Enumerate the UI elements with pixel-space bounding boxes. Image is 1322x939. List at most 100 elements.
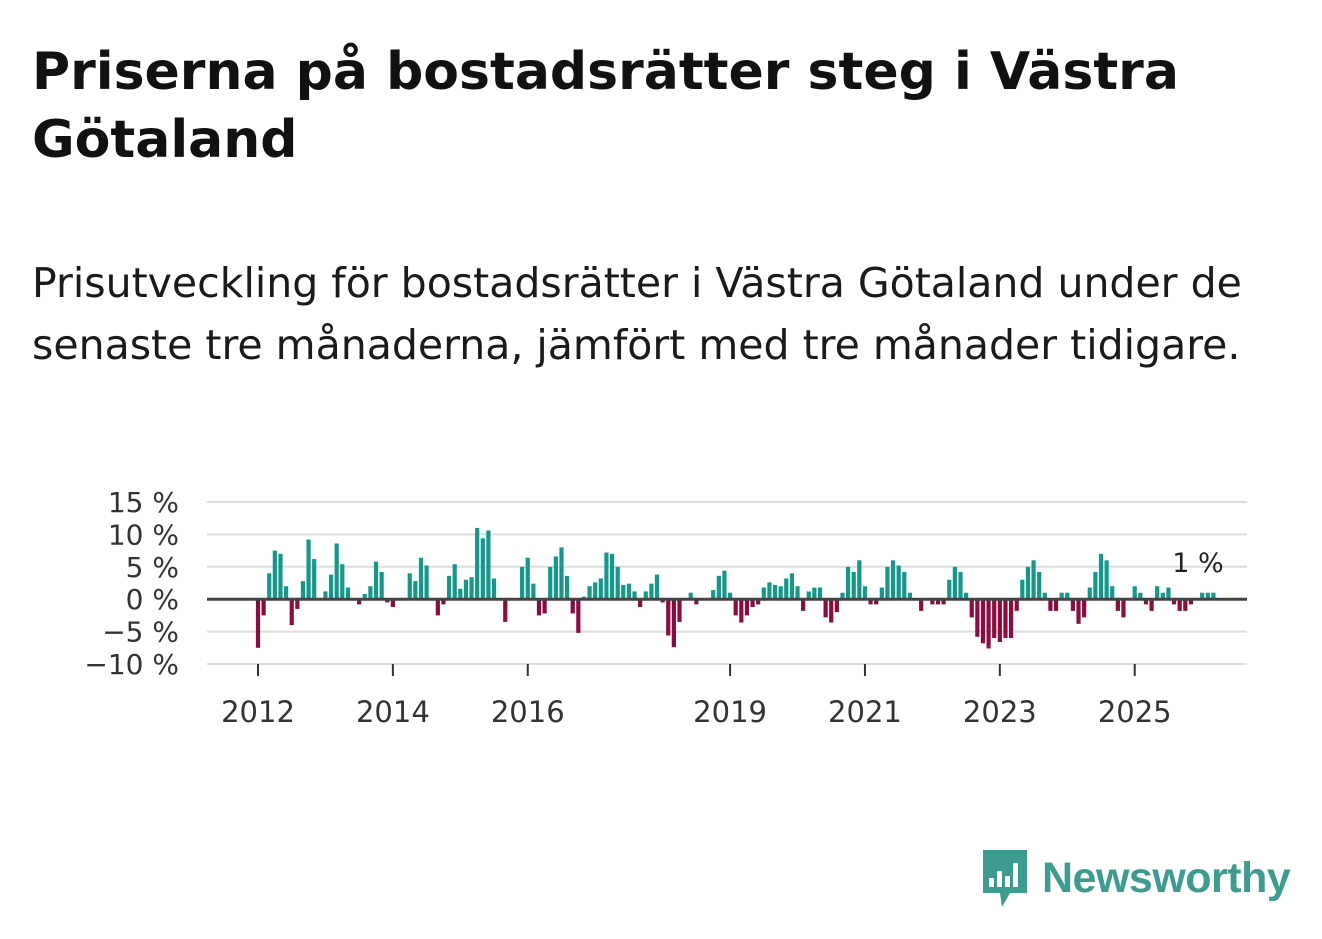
bar: [711, 590, 716, 600]
bar: [744, 599, 750, 616]
bar: [677, 599, 682, 622]
bar: [1183, 599, 1188, 611]
bar: [1020, 579, 1025, 600]
bar: [480, 538, 485, 600]
bar: [733, 599, 738, 616]
bar: [587, 586, 592, 600]
bar: [840, 592, 845, 600]
bar: [812, 587, 817, 600]
bar: [407, 573, 412, 600]
bar: [874, 599, 879, 605]
y-tick-label: −5 %: [102, 616, 179, 649]
bar: [941, 599, 946, 605]
bar: [458, 588, 463, 600]
x-tick-label: 2023: [963, 695, 1037, 729]
bar: [261, 599, 266, 616]
bar: [491, 578, 497, 600]
bar: [896, 565, 901, 600]
bar: [503, 599, 508, 622]
newsworthy-logo-icon: [983, 850, 1027, 907]
x-tick-label: 2021: [828, 695, 902, 729]
bar: [649, 583, 654, 600]
bar: [565, 575, 570, 600]
bar: [727, 592, 733, 600]
y-tick-label: 10 %: [108, 518, 179, 551]
bar: [463, 579, 469, 600]
bars: [255, 527, 1216, 649]
bar: [570, 599, 575, 614]
y-tick-label: 15 %: [108, 486, 179, 519]
bar: [284, 586, 289, 600]
bar: [452, 564, 457, 600]
bar: [385, 599, 390, 603]
bar: [323, 591, 328, 600]
bar: [750, 599, 755, 607]
bar: [643, 591, 648, 600]
y-tick-label: 5 %: [126, 551, 179, 584]
bar: [334, 543, 339, 600]
bar: [553, 556, 558, 600]
bar: [902, 571, 907, 600]
bar: [312, 559, 317, 600]
bar: [1014, 599, 1019, 611]
bar: [868, 599, 873, 605]
bar: [1188, 599, 1194, 605]
bar: [486, 530, 491, 600]
bar: [784, 578, 789, 600]
bar: [598, 578, 603, 600]
bar: [823, 599, 828, 618]
bar: [992, 599, 997, 639]
bar: [1087, 587, 1092, 600]
chart-subtitle: Prisutveckling för bostadsrätter i Västr…: [32, 259, 1242, 369]
newsworthy-logo: Newsworthy: [980, 848, 1291, 908]
bar: [1177, 599, 1182, 611]
bar: [626, 583, 632, 600]
bar: [857, 560, 862, 600]
y-tick-label: −10 %: [84, 648, 179, 681]
bar: [300, 581, 306, 600]
bar: [345, 587, 351, 600]
bar: [340, 564, 345, 600]
bar: [632, 591, 637, 600]
bar: [817, 587, 823, 600]
bar: [328, 574, 334, 600]
bar: [767, 582, 772, 600]
x-tick-label: 2012: [221, 695, 295, 729]
bar: [885, 566, 890, 600]
bar: [379, 571, 384, 600]
bar: [879, 587, 884, 600]
bar: [475, 527, 480, 600]
x-tick-label: 2014: [356, 695, 430, 729]
price-change-bar-chart: 15 %10 %5 %0 %−5 %−10 % 2012 2014 2016 2019…: [84, 486, 1247, 729]
bar: [801, 599, 806, 611]
bar: [980, 599, 986, 644]
bar: [469, 577, 474, 600]
bar: [542, 599, 547, 614]
bar: [952, 566, 957, 600]
bar: [935, 599, 941, 605]
bar: [638, 599, 643, 607]
bar: [418, 557, 424, 600]
bar: [851, 571, 856, 600]
bar: [520, 566, 525, 600]
bar: [593, 582, 598, 600]
bar: [666, 599, 671, 636]
bar: [716, 575, 721, 600]
bar: [947, 579, 952, 600]
bar: [1143, 599, 1149, 605]
bar: [1160, 592, 1165, 600]
last-value-label: 1 %: [1172, 548, 1223, 579]
bar: [390, 599, 395, 607]
x-tick-label: 2025: [1098, 695, 1172, 729]
bar: [986, 599, 991, 649]
bar: [862, 586, 868, 600]
bar: [1076, 599, 1081, 624]
bar: [1098, 553, 1104, 600]
bar: [357, 599, 362, 605]
bar: [1171, 599, 1177, 605]
bar: [694, 599, 699, 605]
bar: [255, 599, 261, 648]
bar: [1205, 592, 1210, 600]
bar: [829, 599, 834, 623]
bar: [795, 586, 800, 600]
